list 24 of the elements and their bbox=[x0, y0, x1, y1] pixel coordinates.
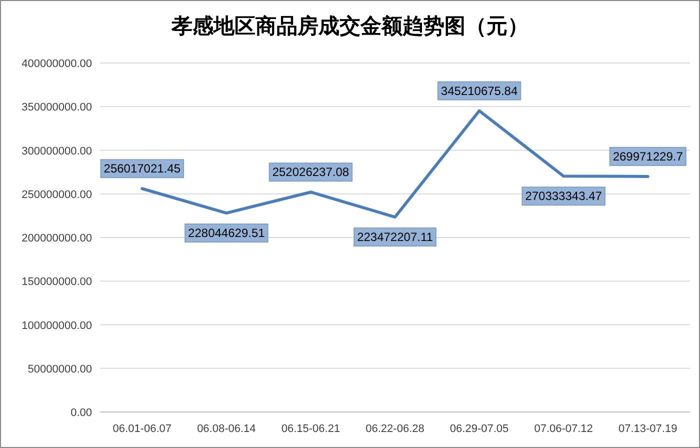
y-tick-label: 0.00 bbox=[70, 407, 92, 419]
y-tick-label: 400000000.00 bbox=[22, 58, 92, 70]
x-tick-label: 06.29-07.05 bbox=[450, 423, 509, 435]
data-label: 228044629.51 bbox=[188, 226, 266, 240]
data-label: 270333343.47 bbox=[525, 189, 602, 204]
y-tick-label: 150000000.00 bbox=[22, 276, 92, 288]
y-tick-label: 300000000.00 bbox=[22, 145, 92, 158]
y-tick-label: 350000000.00 bbox=[22, 102, 92, 114]
x-tick-label: 06.01-06.07 bbox=[112, 423, 172, 435]
data-label: 223472207.11 bbox=[357, 230, 434, 244]
data-label: 252026237.08 bbox=[272, 165, 350, 180]
y-tick-label: 100000000.00 bbox=[22, 320, 92, 332]
data-label: 269971229.7 bbox=[612, 149, 684, 164]
chart-title: 孝感地区商品房成交金额趋势图（元） bbox=[170, 13, 528, 38]
y-tick-label: 50000000.00 bbox=[28, 363, 92, 376]
data-label: 345210675.84 bbox=[440, 84, 518, 98]
x-tick-label: 06.22-06.28 bbox=[366, 423, 424, 435]
x-tick-label: 07.06-07.12 bbox=[534, 423, 593, 435]
x-tick-label: 06.08-06.14 bbox=[197, 423, 256, 435]
x-tick-label: 07.13-07.19 bbox=[618, 423, 678, 435]
data-label: 256017021.45 bbox=[104, 162, 181, 176]
y-tick-label: 250000000.00 bbox=[22, 188, 92, 201]
x-tick-label: 06.15-06.21 bbox=[281, 423, 340, 435]
y-tick-label: 200000000.00 bbox=[22, 232, 92, 244]
